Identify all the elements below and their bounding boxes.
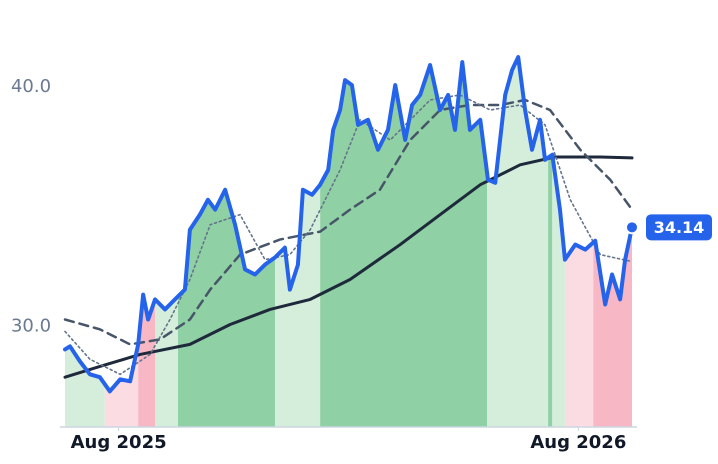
- zone-area: [65, 346, 105, 427]
- zone-area: [320, 62, 488, 427]
- x-tick-label: Aug 2025: [71, 432, 167, 453]
- last-point: [625, 220, 639, 235]
- y-tick-label: 40.0: [11, 76, 51, 97]
- zone-area: [155, 296, 179, 427]
- zone-area: [138, 294, 156, 427]
- value-badge: [646, 214, 712, 241]
- zone-area: [552, 154, 565, 427]
- moving-average-line: [64, 94, 633, 376]
- zone-area: [274, 184, 321, 427]
- value-label: 34.14: [654, 218, 705, 237]
- price-line: [63, 55, 634, 394]
- zone-area: [104, 344, 139, 427]
- zone-area: [593, 227, 632, 427]
- zone-area: [178, 189, 275, 427]
- y-tick-label: 30.0: [11, 315, 51, 336]
- zone-area: [564, 242, 594, 427]
- moving-average-line: [63, 98, 634, 346]
- zone-area: [548, 154, 553, 427]
- x-tick-label: Aug 2026: [530, 432, 626, 453]
